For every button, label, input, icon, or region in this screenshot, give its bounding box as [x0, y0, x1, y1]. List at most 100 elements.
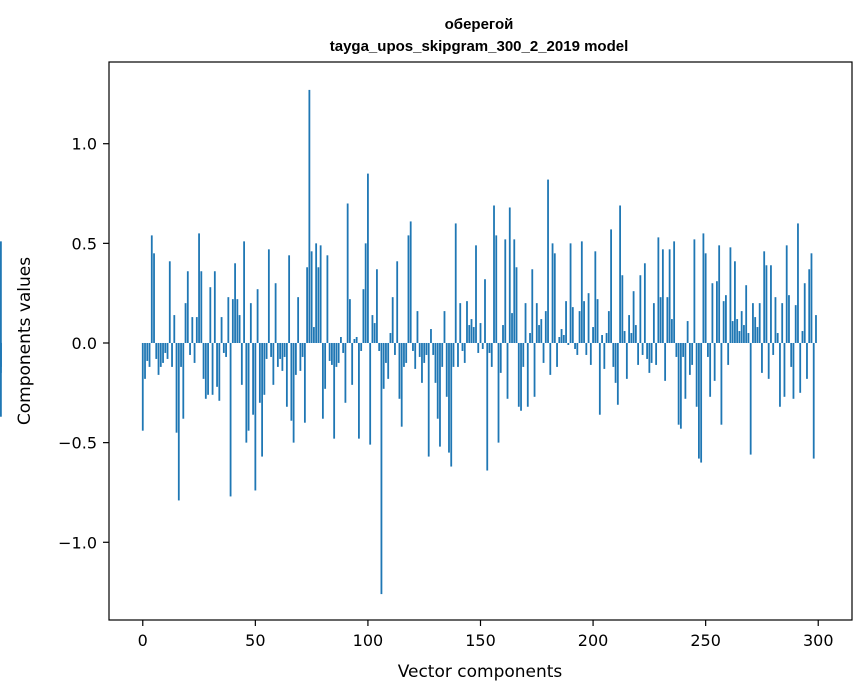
bar-244: [691, 342, 694, 365]
bar-286: [785, 245, 788, 343]
bar-86: [335, 342, 338, 367]
bar-227: [652, 303, 655, 343]
y-axis-label: Components values: [15, 257, 35, 425]
x-tick-label: 250: [690, 631, 721, 650]
bar-undefined: [0, 342, 2, 417]
bar-73: [306, 267, 309, 343]
bar-294: [803, 283, 806, 343]
bar-3: [148, 342, 151, 367]
bar-165: [513, 239, 516, 343]
bar-134: [443, 311, 446, 343]
bar-28: [204, 342, 207, 399]
bar-123: [418, 342, 421, 357]
bar-133: [441, 342, 444, 367]
bar-13: [171, 342, 173, 367]
bar-240: [682, 342, 685, 357]
bar-55: [265, 342, 268, 359]
bar-72: [303, 342, 306, 423]
bar-109: [387, 342, 390, 379]
bar-32: [213, 271, 216, 343]
bar-161: [504, 239, 507, 343]
bar-164: [511, 313, 513, 343]
bar-283: [779, 342, 781, 407]
bar-4: [150, 235, 153, 343]
bar-237: [675, 342, 678, 357]
bar-233: [666, 297, 669, 343]
bar-225: [648, 342, 651, 373]
bar-42: [236, 299, 239, 343]
bar-9: [162, 342, 164, 363]
bar-255: [716, 281, 718, 343]
bar-70: [299, 342, 302, 371]
bar-141: [459, 303, 462, 343]
bar-219: [634, 325, 637, 343]
bar-112: [394, 342, 396, 355]
bar-78: [317, 267, 320, 343]
bar-187: [562, 335, 565, 343]
bar-253: [711, 283, 714, 343]
bar-54: [263, 342, 266, 395]
bar-267: [743, 325, 745, 343]
bar-207: [607, 311, 610, 343]
bar-292: [799, 342, 802, 393]
bar-214: [623, 331, 626, 343]
bar-205: [603, 342, 606, 369]
bar-140: [457, 342, 459, 367]
bar-181: [549, 342, 552, 375]
bar-217: [630, 333, 633, 343]
bar-289: [792, 342, 795, 399]
bar-114: [398, 342, 401, 399]
bar-97: [360, 342, 363, 351]
bar-27: [202, 342, 205, 379]
bar-63: [283, 342, 286, 357]
bar-157: [495, 235, 498, 343]
chart-title-line1: оберегой: [445, 16, 514, 33]
bar-100: [367, 173, 369, 343]
bar-287: [788, 295, 790, 343]
bar-196: [583, 301, 585, 343]
bar-126: [425, 342, 428, 355]
bar-46: [245, 342, 248, 443]
bar-218: [632, 291, 635, 343]
bar-261: [729, 247, 732, 343]
bar-37: [225, 342, 227, 357]
bar-191: [571, 307, 574, 343]
bar-243: [688, 342, 691, 375]
bar-145: [468, 325, 471, 343]
bar-282: [776, 333, 779, 343]
bar-148: [475, 245, 477, 343]
bar-81: [324, 342, 327, 389]
bar-67: [292, 342, 295, 443]
bar-162: [506, 342, 509, 399]
bar-101: [369, 342, 372, 445]
bar-171: [526, 342, 529, 407]
bar-199: [589, 342, 592, 365]
chart-title-line2: tayga_upos_skipgram_300_2_2019 model: [330, 38, 629, 55]
bar-82: [326, 255, 329, 343]
bar-221: [639, 275, 642, 343]
bar-undefined: [0, 241, 2, 343]
y-tick-label: −1.0: [58, 533, 97, 552]
bar-21: [189, 342, 191, 355]
bar-36: [222, 342, 225, 353]
bar-149: [477, 342, 480, 353]
bar-241: [684, 342, 687, 399]
bar-35: [220, 317, 223, 343]
bar-47: [247, 342, 250, 431]
bar-127: [427, 342, 430, 457]
bar-151: [481, 342, 484, 349]
bar-159: [499, 342, 502, 373]
bar-99: [364, 243, 367, 343]
bar-203: [598, 342, 601, 415]
bar-146: [470, 319, 473, 343]
bar-31: [211, 342, 214, 395]
bar-276: [763, 251, 766, 343]
bar-275: [761, 342, 763, 373]
bar-288: [790, 342, 793, 367]
bar-206: [605, 333, 608, 343]
bar-94: [353, 339, 356, 343]
bar-53: [261, 342, 263, 457]
bar-8: [159, 342, 162, 367]
bar-268: [745, 285, 748, 343]
